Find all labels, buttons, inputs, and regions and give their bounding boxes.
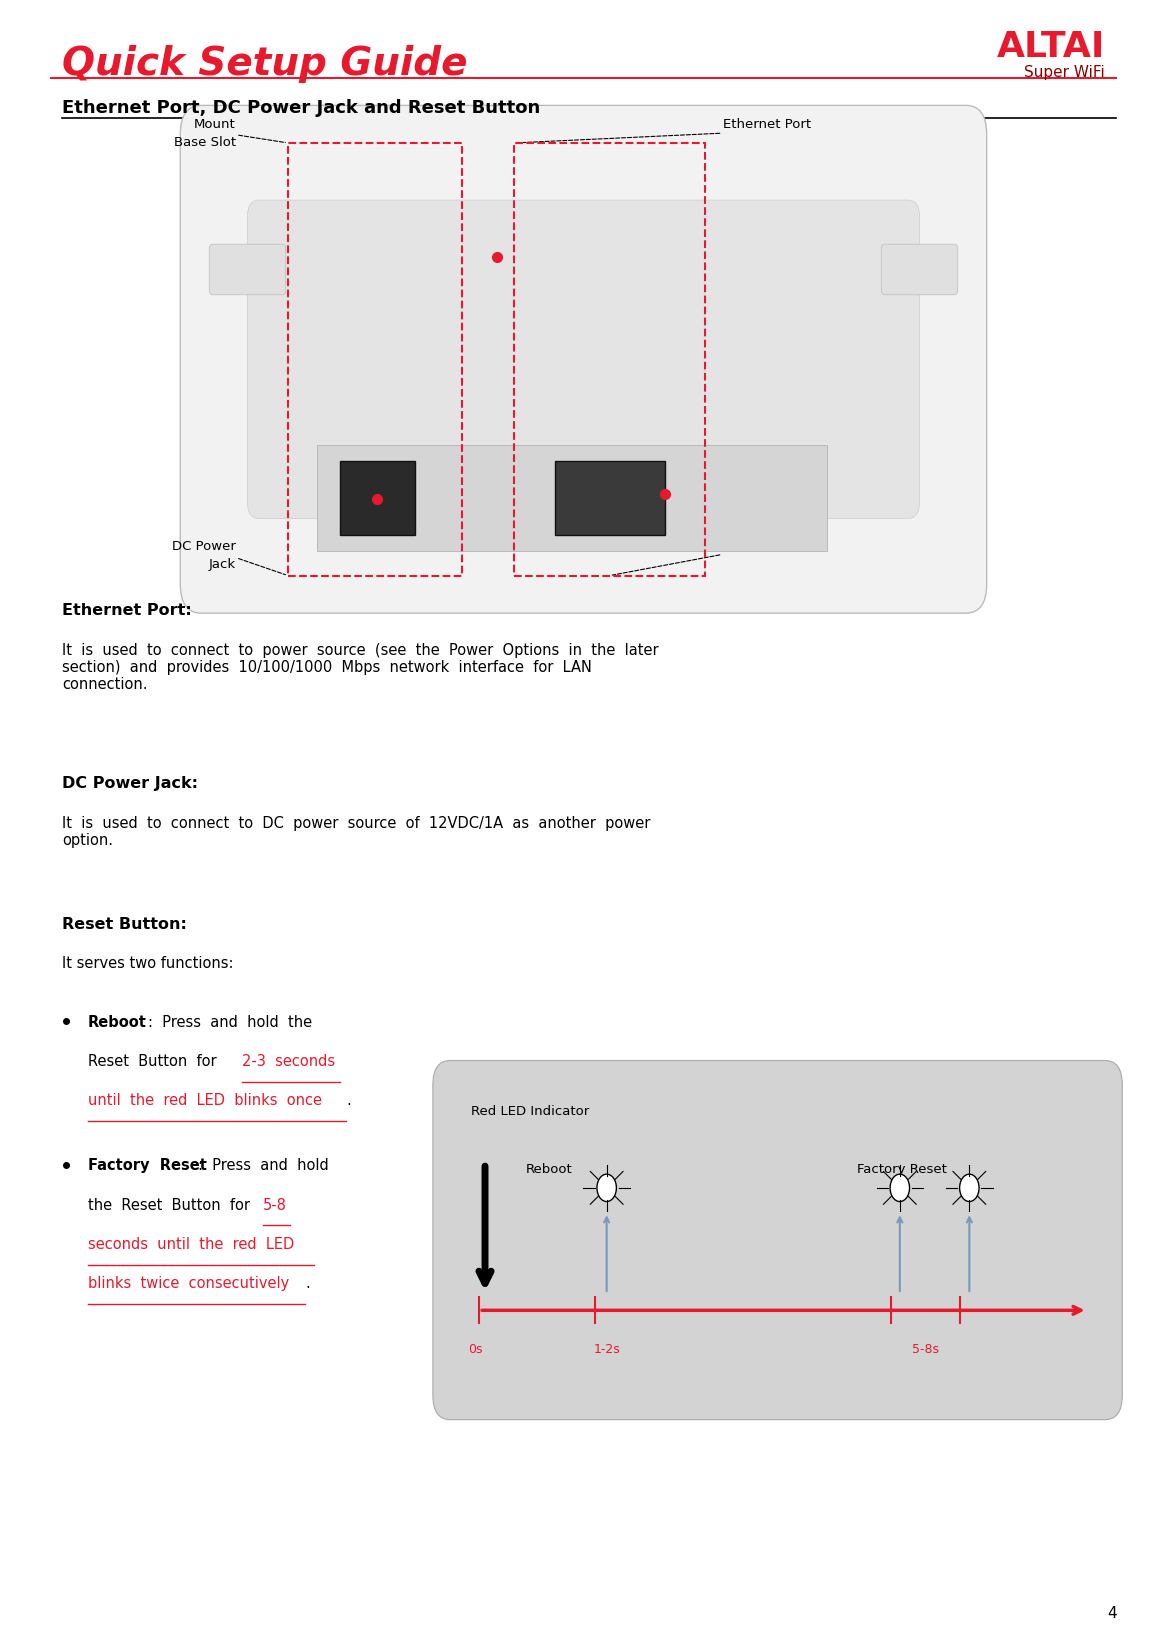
Text: Reset Button:: Reset Button:: [62, 917, 187, 932]
Text: Reset  Button  for: Reset Button for: [88, 1054, 225, 1068]
Text: 2-3  seconds: 2-3 seconds: [242, 1054, 335, 1068]
Text: Ethernet Port, DC Power Jack and Reset Button: Ethernet Port, DC Power Jack and Reset B…: [62, 98, 540, 117]
FancyBboxPatch shape: [433, 1060, 1123, 1419]
FancyBboxPatch shape: [247, 200, 920, 519]
FancyBboxPatch shape: [209, 245, 286, 295]
Text: :  Press  and  hold: : Press and hold: [197, 1159, 328, 1173]
Text: Super WiFi: Super WiFi: [1025, 64, 1105, 79]
Text: DC Power: DC Power: [172, 540, 236, 553]
Text: Ethernet Port:: Ethernet Port:: [62, 604, 191, 619]
Text: Factory  Reset: Factory Reset: [88, 1159, 207, 1173]
Text: Reboot: Reboot: [525, 1163, 572, 1177]
Circle shape: [890, 1175, 909, 1201]
FancyBboxPatch shape: [340, 461, 415, 535]
Text: ALTAI: ALTAI: [997, 30, 1105, 64]
Bar: [288, 143, 462, 576]
Text: .: .: [306, 1277, 310, 1291]
Text: seconds  until  the  red  LED: seconds until the red LED: [88, 1237, 294, 1252]
Text: Reset Button: Reset Button: [722, 540, 809, 553]
Text: the  Reset  Button  for: the Reset Button for: [88, 1198, 259, 1213]
Text: 5-8: 5-8: [263, 1198, 286, 1213]
FancyBboxPatch shape: [317, 445, 827, 551]
Text: 5-8s: 5-8s: [911, 1342, 938, 1355]
Text: Reboot: Reboot: [88, 1014, 147, 1031]
Text: 1-2s: 1-2s: [593, 1342, 620, 1355]
Text: until  the  red  LED  blinks  once: until the red LED blinks once: [88, 1093, 322, 1108]
Text: .: .: [345, 1093, 351, 1108]
Text: It  is  used  to  connect  to  DC  power  source  of  12VDC/1A  as  another  pow: It is used to connect to DC power source…: [62, 816, 650, 848]
Text: It  is  used  to  connect  to  power  source  (see  the  Power  Options  in  the: It is used to connect to power source (s…: [62, 643, 658, 693]
Text: Red LED Indicator: Red LED Indicator: [471, 1104, 589, 1118]
FancyBboxPatch shape: [881, 245, 958, 295]
Circle shape: [598, 1175, 616, 1201]
Text: 0s: 0s: [468, 1342, 483, 1355]
FancyBboxPatch shape: [180, 105, 987, 614]
Text: DC Power Jack:: DC Power Jack:: [62, 776, 198, 791]
Text: Jack: Jack: [209, 558, 236, 571]
Text: Base Slot: Base Slot: [174, 136, 236, 149]
Bar: [513, 143, 705, 576]
Text: Ethernet Port: Ethernet Port: [722, 118, 811, 131]
FancyBboxPatch shape: [554, 461, 665, 535]
Text: Factory Reset: Factory Reset: [858, 1163, 948, 1177]
Circle shape: [959, 1175, 979, 1201]
Text: Mount: Mount: [194, 118, 236, 131]
Text: It serves two functions:: It serves two functions:: [62, 957, 233, 971]
Text: Quick Setup Guide: Quick Setup Guide: [62, 44, 468, 84]
Text: :  Press  and  hold  the: : Press and hold the: [148, 1014, 312, 1031]
Text: 4: 4: [1106, 1605, 1117, 1621]
Text: blinks  twice  consecutively: blinks twice consecutively: [88, 1277, 289, 1291]
